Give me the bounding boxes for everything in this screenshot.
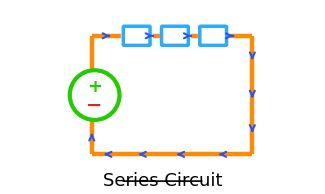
Text: +: + [87,78,102,96]
FancyBboxPatch shape [162,26,188,45]
Text: −: − [86,96,103,115]
Text: Series Circuit: Series Circuit [103,172,222,190]
FancyBboxPatch shape [123,26,150,45]
FancyBboxPatch shape [200,26,227,45]
